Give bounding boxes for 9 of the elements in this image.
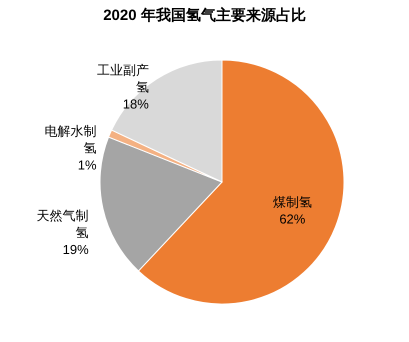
slice-label: 煤制氢: [272, 194, 312, 210]
slice-label: 天然气制氢: [36, 208, 89, 240]
chart-title: 2020 年我国氢气主要来源占比: [103, 6, 306, 24]
data-label: 19%: [62, 242, 90, 257]
data-label: 1%: [78, 158, 98, 173]
data-label: 62%: [279, 211, 306, 226]
slice-label: 工业副产氢: [96, 62, 149, 95]
slice-label: 电解水制氢: [44, 124, 97, 156]
data-label: 18%: [122, 96, 150, 112]
